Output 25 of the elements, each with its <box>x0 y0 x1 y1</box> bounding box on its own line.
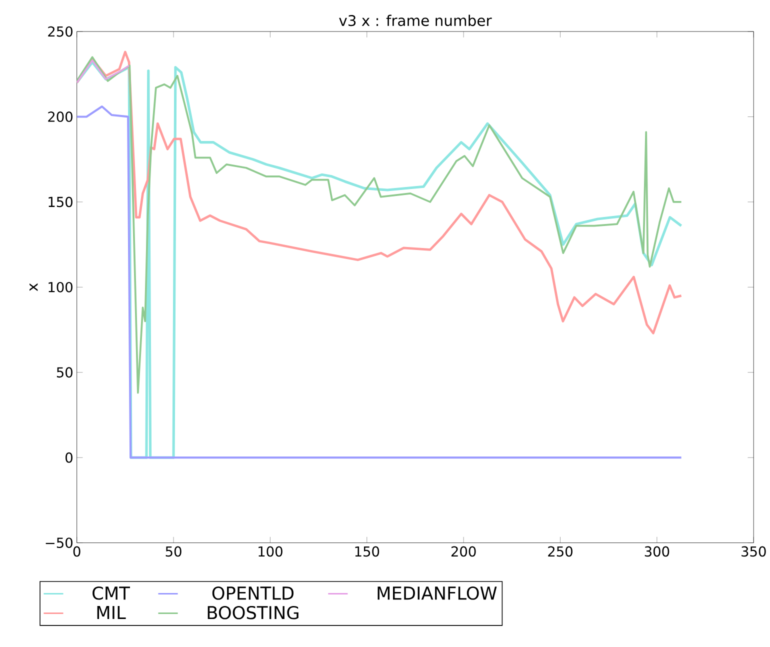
legend-label: MIL <box>97 606 126 619</box>
line-series <box>76 60 130 84</box>
y-tick-label: 150 <box>48 196 72 208</box>
x-tick-label: 150 <box>355 546 380 557</box>
x-tick-label: 0 <box>73 546 80 557</box>
x-tick-label: 250 <box>548 546 572 557</box>
x-tick-label: 350 <box>742 546 766 557</box>
legend-label: MEDIANFLOW <box>378 586 497 600</box>
y-tick-label: 250 <box>48 26 72 37</box>
y-axis-title: x <box>30 283 38 291</box>
line-series <box>76 56 682 394</box>
y-tick-label: 0 <box>66 452 72 463</box>
legend-label: BOOSTING <box>208 606 298 620</box>
line-series <box>76 50 682 334</box>
y-tick-label: 200 <box>48 111 72 122</box>
y-tick-label: −50 <box>46 537 72 548</box>
x-tick-label: 200 <box>451 546 476 557</box>
y-tick-label: 50 <box>56 367 72 378</box>
chart-title: v3 x : frame number <box>339 14 492 26</box>
x-tick-label: 300 <box>644 546 670 557</box>
legend-label: OPENTLD <box>212 586 294 600</box>
y-tick-label: 100 <box>48 282 72 292</box>
legend-label: CMT <box>92 586 130 600</box>
x-tick-label: 50 <box>166 546 182 557</box>
x-tick-label: 100 <box>258 546 282 557</box>
